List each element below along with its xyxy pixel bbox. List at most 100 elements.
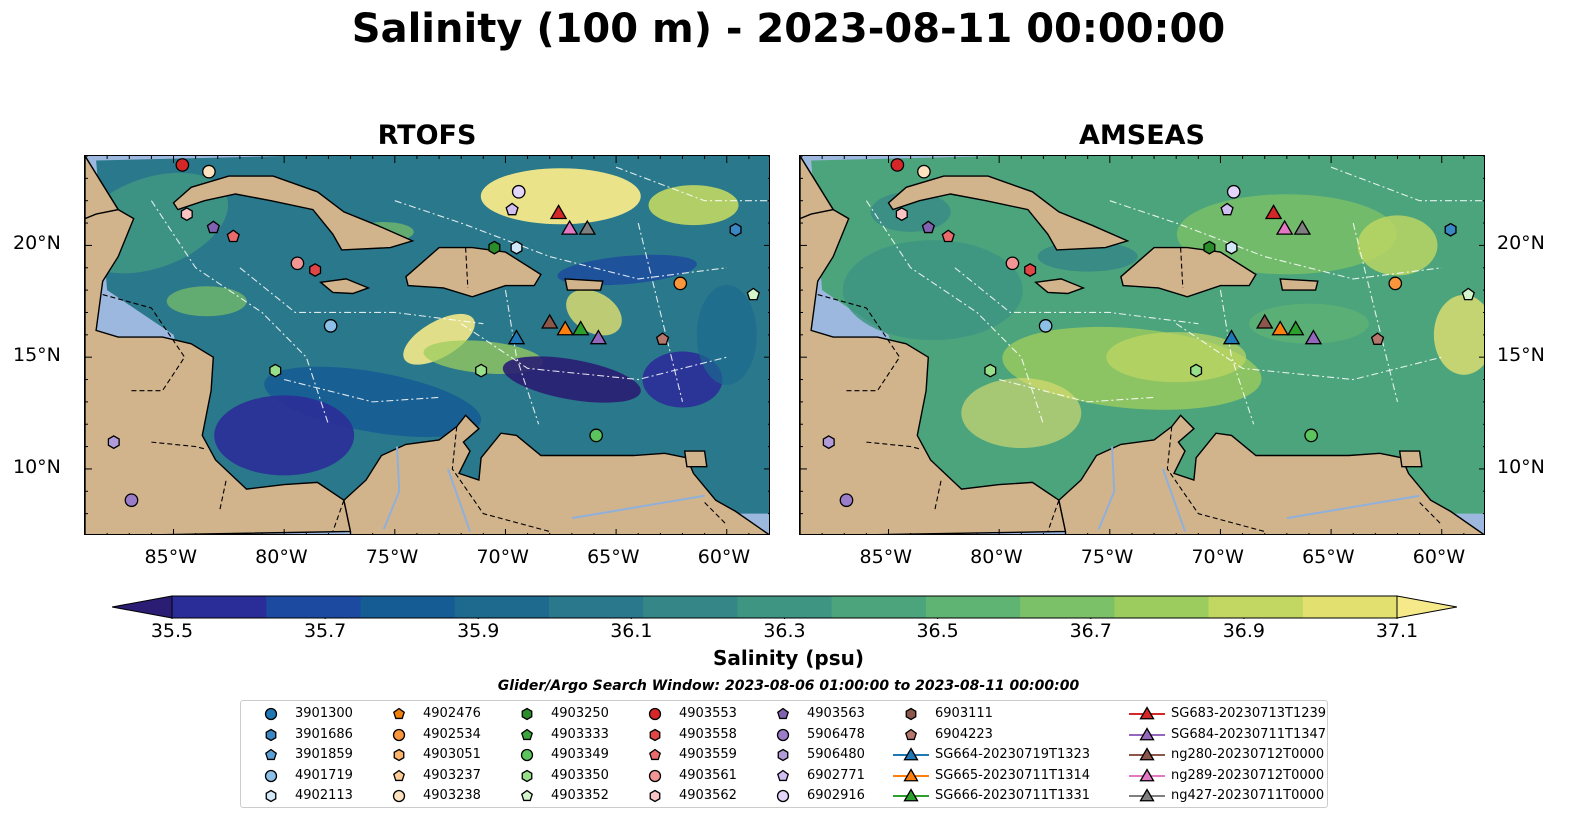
- legend-marker-circle: [264, 707, 278, 721]
- x-tick-label: 70°W: [1191, 546, 1244, 568]
- x-tick-label: 70°W: [476, 546, 529, 568]
- colorbar-tick-label: 36.5: [916, 620, 959, 642]
- argo-marker-4903238: [202, 164, 216, 179]
- landmass-cuba: [887, 175, 1130, 251]
- legend-marker-hexagon: [521, 769, 533, 782]
- landmass-southAmerica: [1058, 414, 1484, 534]
- colorbar-segment: [1208, 596, 1304, 618]
- landmass-hispaniola: [1120, 246, 1257, 298]
- y-tick-label-right: 20°N: [1497, 232, 1545, 255]
- landmass-centralAmerica: [800, 156, 1067, 534]
- argo-marker-4903349: [1304, 428, 1319, 443]
- argo-marker-4903559: [226, 229, 240, 243]
- y-tick-label-right: 15°N: [1497, 344, 1545, 367]
- landmass-puertoRico: [564, 278, 604, 291]
- argo-marker-4903558: [1024, 263, 1037, 277]
- argo-marker-4903350: [1190, 363, 1203, 378]
- colorbar-segment: [172, 596, 267, 618]
- legend-marker-triangle: [903, 788, 919, 802]
- legend-label: 6904223: [935, 726, 993, 742]
- argo-marker-3901686: [1444, 222, 1457, 237]
- legend-label: 3901859: [295, 747, 353, 762]
- argo-marker-4903250: [1203, 240, 1216, 255]
- landmass-jamaica: [1034, 278, 1086, 295]
- colorbar-segment: [643, 596, 738, 618]
- glider-marker-ng289-20230712T0000: [560, 219, 579, 235]
- colorbar-segment: [454, 596, 550, 618]
- legend-label: 3901300: [295, 706, 353, 721]
- glider-marker-SG683-20230713T1239: [549, 204, 568, 220]
- legend-label: SG666-20230711T1331: [935, 788, 1091, 803]
- colorbar-segment: [548, 596, 644, 618]
- argo-marker-4903559: [941, 229, 955, 243]
- legend-marker-circle: [648, 707, 662, 721]
- x-tick-label: 65°W: [1302, 546, 1355, 568]
- legend-label: 4903250: [551, 706, 609, 721]
- legend-marker-triangle: [903, 747, 919, 761]
- legend-label: 4903238: [423, 788, 481, 803]
- legend: 3901300 3901686 3901859 4901719 4902113 49024…: [240, 700, 1328, 808]
- legend-label: 4903051: [423, 747, 481, 762]
- colorbar-segment: [360, 596, 456, 618]
- legend-label: 4902476: [423, 706, 481, 721]
- legend-label: ng427-20230711T0000: [1171, 788, 1325, 803]
- legend-label: 4902113: [295, 788, 353, 803]
- argo-marker-4903352: [1461, 287, 1475, 301]
- legend-marker-hexagon: [649, 789, 661, 803]
- colorbar: [112, 595, 1457, 619]
- legend-label: 6902916: [807, 788, 865, 803]
- y-tick-label-left: 10°N: [13, 455, 61, 478]
- legend-marker-circle: [776, 728, 790, 741]
- argo-marker-4901719: [323, 319, 338, 333]
- colorbar-tick-label: 35.9: [457, 620, 500, 642]
- legend-marker-pentagon: [393, 707, 405, 720]
- observation-markers: [822, 158, 1475, 508]
- argo-marker-4902113: [510, 240, 523, 255]
- argo-marker-6902916: [511, 184, 526, 199]
- map-canvas: [800, 156, 1484, 534]
- legend-marker-pentagon: [265, 748, 277, 761]
- colorbar-label: Salinity (psu): [712, 646, 864, 670]
- map-frame-ticks: [85, 156, 769, 534]
- argo-marker-4902534: [673, 276, 688, 291]
- argo-marker-5906480: [107, 435, 120, 450]
- legend-marker-pentagon: [521, 728, 533, 740]
- map-rtofs: [84, 155, 770, 535]
- legend-label: 4903563: [807, 706, 865, 721]
- legend-label: 4903333: [551, 726, 609, 742]
- colorbar-segment: [1114, 596, 1210, 618]
- x-tick-label: 75°W: [365, 546, 419, 568]
- legend-label: 4903349: [551, 747, 609, 762]
- argo-marker-4903563: [206, 220, 221, 234]
- legend-label: ng289-20230712T0000: [1171, 767, 1325, 783]
- argo-marker-4903350: [269, 363, 282, 378]
- landmass-puertoRico: [1279, 278, 1319, 291]
- argo-marker-4902113: [1225, 240, 1238, 255]
- landmass-yucatanNorth: [800, 156, 835, 220]
- argo-marker-4903350: [984, 363, 997, 378]
- legend-marker-circle: [648, 769, 662, 782]
- landmass-jamaica: [319, 278, 371, 295]
- argo-marker-4903553: [175, 158, 190, 172]
- glider-marker-ng280-20230712T0000: [1256, 313, 1274, 329]
- legend-marker-hexagon: [905, 707, 917, 721]
- map-canvas: [85, 156, 769, 534]
- argo-marker-6904223: [1370, 332, 1385, 345]
- legend-label: SG683-20230713T1239: [1171, 706, 1327, 721]
- country-borders: [817, 247, 1443, 533]
- x-tick-label: 80°W: [255, 546, 308, 568]
- argo-marker-5906478: [839, 493, 854, 508]
- argo-marker-5906478: [124, 493, 139, 508]
- argo-marker-6902771: [505, 202, 519, 216]
- landmass-cuba: [172, 175, 415, 251]
- legend-label: 5906478: [807, 726, 865, 742]
- legend-marker-hexagon: [521, 707, 533, 721]
- glider-marker-SG684-20230711T1347: [589, 329, 608, 345]
- country-borders: [102, 247, 728, 533]
- legend-label: 4903561: [679, 767, 737, 783]
- x-tick-label: 80°W: [970, 546, 1023, 568]
- argo-marker-6902771: [1220, 202, 1234, 216]
- landmass-southAmerica: [343, 414, 769, 534]
- legend-label: 4903553: [679, 706, 737, 721]
- legend-label: 6903111: [935, 706, 993, 721]
